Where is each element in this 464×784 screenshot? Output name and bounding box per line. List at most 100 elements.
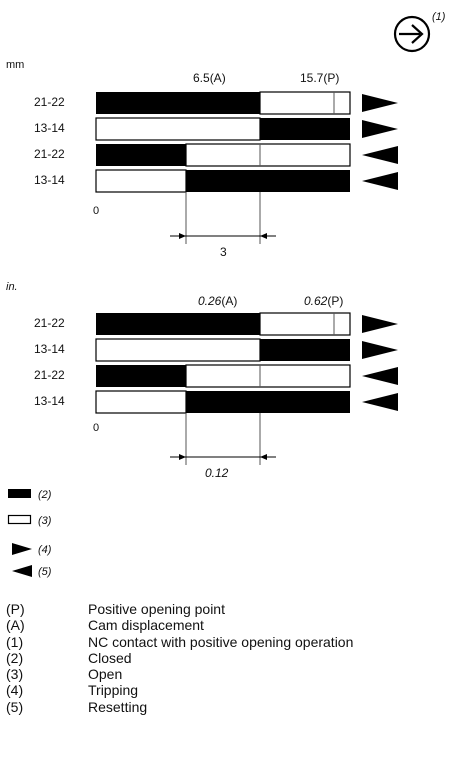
svg-text:0.62(P): 0.62(P) <box>304 294 343 308</box>
tripping-arrow-icon <box>362 94 398 112</box>
contact-label: 13-14 <box>34 394 65 408</box>
closed-segment <box>96 92 260 114</box>
open-segment <box>185 364 351 388</box>
key-item-resetting: (5) <box>12 565 52 578</box>
marker-cam-displacement: 0.26(A) <box>198 294 237 308</box>
key-item-open: (3) <box>7 514 52 527</box>
contact-row: 21-22 <box>34 312 398 336</box>
contact-row: 13-14 <box>34 338 398 362</box>
open-segment <box>95 117 261 141</box>
legend-key: (1) <box>6 633 24 650</box>
legend-key: (5) <box>6 698 24 715</box>
resetting-arrow-icon <box>362 172 398 190</box>
closed-segment <box>186 391 350 413</box>
contact-row: 13-14 <box>34 117 398 141</box>
legend-item: (4) Tripping <box>6 682 353 698</box>
closed-segment <box>186 170 350 192</box>
diagram-mm: mm 6.5(A) 15.7(P) 21-22 13-14 21-22 <box>6 59 398 259</box>
contact-label: 13-14 <box>34 342 65 356</box>
positive-opening-symbol: (1) <box>393 11 446 53</box>
resetting-arrow-icon <box>362 146 398 164</box>
legend-text: Closed <box>88 649 132 666</box>
legend-key: (3) <box>6 666 24 683</box>
legend-text: Positive opening point <box>88 601 225 617</box>
contact-row: 21-22 <box>34 143 398 167</box>
marker-suffix: (A) <box>221 294 237 308</box>
closed-segment <box>96 365 186 387</box>
dimension-value: 3 <box>220 245 227 259</box>
contact-label: 13-14 <box>34 173 65 187</box>
legend-key: (P) <box>6 601 25 617</box>
marker-suffix: (P) <box>323 71 339 85</box>
legend-key: (A) <box>6 617 25 634</box>
closed-segment <box>96 144 186 166</box>
tripping-arrow-icon <box>362 341 398 359</box>
resetting-arrow-icon <box>12 565 32 577</box>
open-bar-icon <box>7 514 32 525</box>
marker-value: 0.26 <box>198 294 222 308</box>
positive-opening-arrow-icon <box>393 15 431 53</box>
legend-item: (P) Positive opening point <box>6 601 353 617</box>
resetting-arrow-icon <box>362 393 398 411</box>
dimension-arrowhead <box>260 233 267 239</box>
tripping-arrow-icon <box>362 315 398 333</box>
legend-text: NC contact with positive opening operati… <box>88 633 354 650</box>
tripping-arrow-icon <box>12 543 32 555</box>
open-segment <box>95 338 261 362</box>
diagram-in: in. 0.26(A) 0.62(P) 21-22 13-14 21-22 <box>6 281 398 480</box>
closed-segment <box>260 118 350 140</box>
unit-label: mm <box>6 59 24 71</box>
key-ref: (5) <box>38 566 52 578</box>
legend-item: (A) Cam displacement <box>6 617 353 633</box>
svg-text:15.7(P): 15.7(P) <box>300 71 339 85</box>
unit-label: in. <box>6 281 18 293</box>
marker-value: 6.5 <box>193 71 210 85</box>
legend: (P) Positive opening point (A) Cam displac… <box>6 601 353 715</box>
legend-item: (1) NC contact with positive opening oper… <box>6 634 353 650</box>
legend-text: Resetting <box>88 698 148 715</box>
marker-suffix: (A) <box>210 71 226 85</box>
dimension: 3 <box>170 192 276 259</box>
contact-row: 21-22 <box>34 91 398 115</box>
contact-row: 13-14 <box>34 390 398 414</box>
contact-label: 21-22 <box>34 147 65 161</box>
dimension-value: 0.12 <box>205 466 229 480</box>
marker-value: 0.62 <box>304 294 328 308</box>
marker-positive-opening: 0.62(P) <box>304 294 343 308</box>
zero-label: 0 <box>93 205 99 217</box>
legend-key: (4) <box>6 682 24 699</box>
marker-cam-displacement: 6.5(A) <box>193 71 226 85</box>
key-ref: (2) <box>38 489 52 501</box>
contact-label: 21-22 <box>34 316 65 330</box>
legend-key: (2) <box>6 649 24 666</box>
open-segment <box>185 143 351 167</box>
contact-row: 21-22 <box>34 364 398 388</box>
tripping-arrow-icon <box>362 120 398 138</box>
open-segment <box>95 390 187 414</box>
open-segment <box>95 169 187 193</box>
dimension-arrowhead <box>260 454 267 460</box>
contact-label: 21-22 <box>34 368 65 382</box>
dimension-arrowhead <box>179 233 186 239</box>
legend-text: Open <box>88 666 123 683</box>
open-segment <box>259 312 351 336</box>
contact-label: 13-14 <box>34 121 65 135</box>
resetting-arrow-icon <box>362 367 398 385</box>
open-segment <box>259 91 351 115</box>
dimension-arrowhead <box>179 454 186 460</box>
marker-value: 15.7 <box>300 71 324 85</box>
closed-bar-icon <box>8 489 31 498</box>
key-ref: (3) <box>38 515 52 527</box>
legend-item: (2) Closed <box>6 650 353 666</box>
legend-item: (3) Open <box>6 666 353 682</box>
key-item-closed: (2) <box>8 489 52 501</box>
closed-segment <box>260 339 350 361</box>
closed-segment <box>96 313 260 335</box>
svg-text:6.5(A): 6.5(A) <box>193 71 226 85</box>
legend-item: (5) Resetting <box>6 699 353 715</box>
svg-text:0.26(A): 0.26(A) <box>198 294 237 308</box>
contact-row: 13-14 <box>34 169 398 193</box>
legend-text: Tripping <box>88 682 139 699</box>
positive-opening-ref: (1) <box>432 11 446 23</box>
